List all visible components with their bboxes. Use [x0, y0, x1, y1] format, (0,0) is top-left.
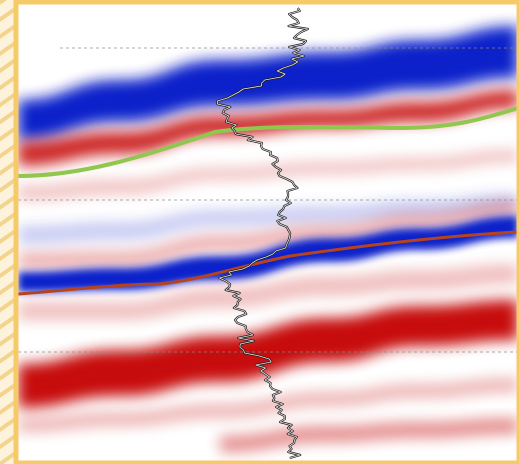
well-log-trace-highlight — [217, 7, 309, 459]
amplitude-band-9 — [18, 378, 518, 432]
amplitude-band-7 — [18, 264, 518, 320]
amplitude-band-5 — [18, 202, 518, 268]
amplitude-band-8 — [18, 300, 518, 408]
amplitude-band-1 — [18, 26, 518, 140]
amplitude-band-3 — [18, 150, 518, 200]
panel-frame — [13, 0, 519, 464]
horizon-lower-line — [18, 230, 518, 296]
amplitude-bands — [18, 26, 518, 452]
seismic-panel — [18, 4, 518, 461]
amplitude-band-4 — [18, 194, 518, 244]
horizon-upper-line — [18, 106, 518, 178]
amplitude-band-6 — [18, 216, 518, 292]
